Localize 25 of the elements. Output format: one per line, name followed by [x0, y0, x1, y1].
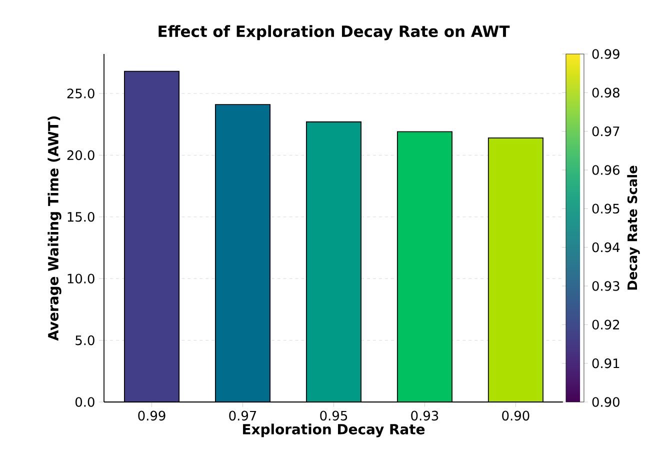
- color-bar-label: 0.97: [592, 126, 620, 136]
- y-axis-title: Average Waiting Time (AWT): [48, 116, 62, 341]
- color-bar-label: 0.90: [592, 397, 620, 407]
- y-tick-label: 10.0: [68, 274, 94, 284]
- color-bar-label: 0.99: [592, 49, 620, 59]
- y-tick-label: 5.0: [76, 335, 94, 346]
- color-bar-label: 0.95: [592, 204, 620, 214]
- chart-title: Effect of Exploration Decay Rate on AWT: [158, 25, 510, 40]
- y-tick-label: 0.0: [75, 397, 94, 407]
- y-tick-label: 15.0: [68, 212, 94, 222]
- x-tick-label: 0.97: [229, 410, 256, 421]
- x-axis-title: Exploration Decay Rate: [243, 424, 425, 438]
- y-tick-label: 25.0: [67, 88, 94, 98]
- x-tick-label: 0.93: [411, 410, 438, 421]
- color-bar-label: 0.96: [592, 165, 620, 175]
- color-bar-label: 0.93: [592, 281, 620, 291]
- x-tick-label: 0.99: [138, 410, 166, 421]
- x-tick-label: 0.95: [320, 410, 348, 421]
- color-bar-label: 0.91: [592, 358, 620, 368]
- color-bar-label: 0.92: [592, 320, 620, 330]
- y-tick-label: 20.0: [67, 150, 94, 160]
- color-bar-label: 0.94: [592, 242, 620, 252]
- x-tick-label: 0.90: [502, 410, 530, 421]
- color-bar-label: 0.98: [592, 88, 620, 98]
- color-bar-title: Decay Rate Scale: [627, 166, 640, 290]
